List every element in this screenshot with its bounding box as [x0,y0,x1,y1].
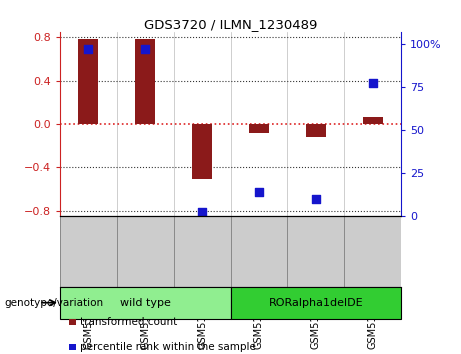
Text: wild type: wild type [120,298,171,308]
Text: transformed count: transformed count [80,317,177,327]
Bar [135,39,155,124]
Bar [60,287,230,319]
Text: percentile rank within the sample: percentile rank within the sample [80,342,256,352]
Point [312,196,319,201]
Text: genotype/variation: genotype/variation [5,298,104,308]
Bar [230,287,401,319]
Point [369,81,376,86]
Bar [363,118,383,124]
Point [255,189,263,195]
Title: GDS3720 / ILMN_1230489: GDS3720 / ILMN_1230489 [144,18,317,31]
Text: RORalpha1delDE: RORalpha1delDE [268,298,363,308]
Bar [192,124,212,179]
Point [142,46,149,52]
Point [85,46,92,52]
Bar [306,124,326,137]
Point [198,210,206,215]
Bar [249,124,269,132]
Bar [78,39,98,124]
